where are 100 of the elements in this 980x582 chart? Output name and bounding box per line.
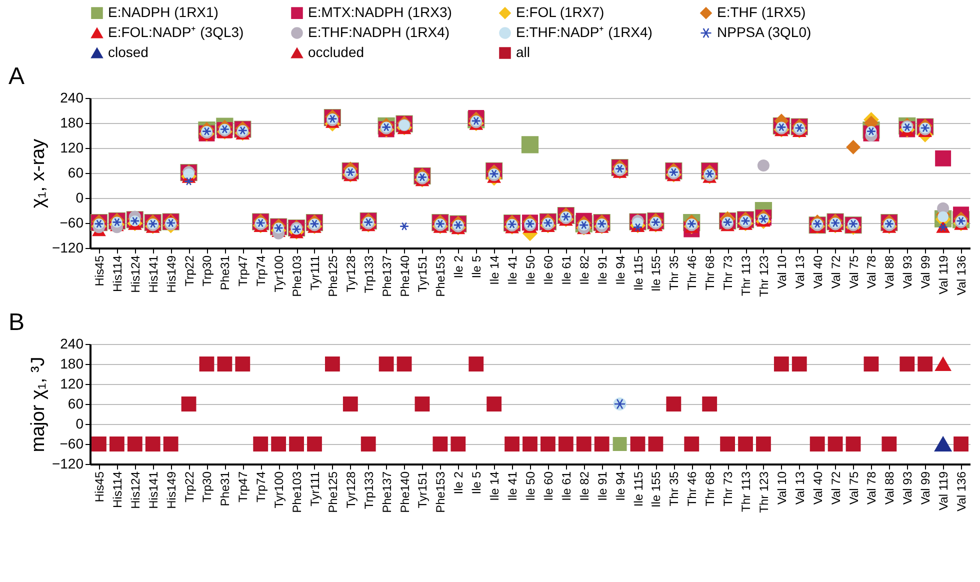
x-tick-label: Val 136 <box>954 471 969 512</box>
x-tick-label: Thr 73 <box>721 255 736 290</box>
x-tick-label: Val 99 <box>918 471 933 505</box>
x-tick-label: His141 <box>146 471 160 509</box>
x-tick-label: Val 10 <box>774 255 789 289</box>
x-tick-label: Thr 35 <box>667 471 682 506</box>
y-tick-label: 60 <box>68 396 84 412</box>
x-tick-label: Phe137 <box>380 471 394 513</box>
x-tick-label: His45 <box>92 471 106 502</box>
y-tick-label: −60 <box>60 214 84 230</box>
x-tick-label: His149 <box>164 255 178 293</box>
x-tick-label: Tyr128 <box>344 471 358 508</box>
x-tick-label: Phe125 <box>326 255 340 297</box>
x-tick-label: Phe103 <box>290 255 304 297</box>
x-tick-label: Trp30 <box>200 471 214 502</box>
y-tick-label: −60 <box>60 436 84 452</box>
x-tick-label: Ile 155 <box>649 471 664 508</box>
x-tick-label: His149 <box>164 471 178 509</box>
x-tick-label: Val 78 <box>864 471 879 505</box>
x-tick-label: Tyr100 <box>272 471 286 508</box>
x-tick-label: Ile 94 <box>613 255 628 285</box>
legend-label: closed <box>108 44 148 60</box>
x-tick-label: Val 13 <box>792 255 807 289</box>
legend-label: occluded <box>308 44 364 60</box>
x-tick-label: Ile 14 <box>488 471 502 501</box>
x-tick-label: Ile 5 <box>470 471 484 494</box>
x-tick-label: Val 78 <box>864 255 879 289</box>
x-tick-label: Ile 2 <box>452 255 466 278</box>
x-tick-label: Phe153 <box>434 255 448 297</box>
x-tick-label: His114 <box>110 471 124 508</box>
legend-label: E:THF:NADP⁺ (1RX4) <box>516 24 652 40</box>
x-tick-label: Phe153 <box>434 471 448 513</box>
x-tick-label: Thr 35 <box>667 255 682 290</box>
x-tick-label: Thr 68 <box>703 471 718 506</box>
x-tick-label: Val 13 <box>792 471 807 505</box>
x-tick-label: Trp22 <box>182 471 196 502</box>
x-tick-label: Ile 91 <box>595 471 610 501</box>
y-tick-label: 240 <box>60 90 84 106</box>
x-tick-label: Ile 60 <box>541 255 556 285</box>
x-tick-label: Phe103 <box>290 471 304 513</box>
x-tick-label: His114 <box>110 255 124 292</box>
x-tick-label: Thr 113 <box>739 471 754 512</box>
chart-title: A <box>8 63 24 90</box>
legend-label: E:THF:NADPH (1RX4) <box>308 24 450 40</box>
x-tick-label: Ile 41 <box>506 471 520 501</box>
x-tick-label: Thr 113 <box>739 255 754 296</box>
x-tick-label: Trp74 <box>254 471 268 502</box>
x-tick-label: Thr 68 <box>703 255 718 290</box>
legend-label: E:MTX:NADPH (1RX3) <box>308 4 452 20</box>
x-tick-label: Trp47 <box>236 255 250 286</box>
x-tick-label: Val 75 <box>846 471 861 505</box>
legend-label: E:FOL (1RX7) <box>516 4 604 20</box>
x-tick-label: Ile 50 <box>524 471 538 501</box>
x-tick-label: Tyr151 <box>416 255 430 292</box>
y-tick-label: 0 <box>76 190 84 206</box>
y-tick-label: −120 <box>52 240 84 256</box>
x-tick-label: Trp133 <box>362 255 376 294</box>
x-tick-label: Phe137 <box>380 255 394 297</box>
x-tick-label: Trp30 <box>200 255 214 286</box>
x-tick-label: Ile 14 <box>488 255 502 285</box>
x-tick-label: Ile 5 <box>470 255 484 278</box>
x-tick-label: Ile 82 <box>577 255 592 285</box>
x-tick-label: Val 93 <box>900 255 915 289</box>
x-tick-label: Thr 46 <box>685 255 700 290</box>
x-tick-label: His124 <box>128 471 142 509</box>
y-axis-title: χ₁, x-ray <box>28 138 49 208</box>
x-tick-label: Ile 155 <box>649 255 664 292</box>
legend-label: E:THF (1RX5) <box>717 4 806 20</box>
x-tick-label: Phe31 <box>218 255 232 290</box>
x-tick-label: Val 119 <box>936 255 951 294</box>
y-tick-label: 240 <box>60 336 84 352</box>
x-tick-label: Trp47 <box>236 471 250 502</box>
x-tick-label: Val 119 <box>936 471 951 510</box>
x-tick-label: Ile 91 <box>595 255 610 285</box>
x-tick-label: Ile 115 <box>631 255 646 291</box>
y-tick-label: 120 <box>60 140 84 156</box>
x-tick-label: Val 40 <box>810 255 825 289</box>
y-tick-label: −120 <box>52 456 84 472</box>
legend-label: all <box>516 44 530 60</box>
x-tick-label: His124 <box>128 255 142 293</box>
x-tick-label: Val 88 <box>882 255 897 289</box>
x-tick-label: Val 136 <box>954 255 969 296</box>
x-tick-label: Val 72 <box>828 471 843 505</box>
x-tick-label: Val 88 <box>882 471 897 505</box>
x-tick-label: Ile 94 <box>613 471 628 501</box>
x-tick-label: Val 75 <box>846 255 861 289</box>
x-tick-label: Val 72 <box>828 255 843 289</box>
x-tick-label: His141 <box>146 255 160 293</box>
y-tick-label: 120 <box>60 376 84 392</box>
legend-label: E:FOL:NADP⁺ (3QL3) <box>108 24 244 40</box>
x-tick-label: Tyr100 <box>272 255 286 292</box>
x-tick-label: Phe140 <box>398 255 412 297</box>
x-tick-label: Trp22 <box>182 255 196 286</box>
x-tick-label: Phe125 <box>326 471 340 513</box>
y-tick-label: 60 <box>68 164 84 180</box>
x-tick-label: Val 99 <box>918 255 933 289</box>
x-tick-label: Val 93 <box>900 471 915 505</box>
x-tick-label: Ile 50 <box>524 255 538 285</box>
x-tick-label: Thr 46 <box>685 471 700 506</box>
x-tick-label: Tyr151 <box>416 471 430 508</box>
